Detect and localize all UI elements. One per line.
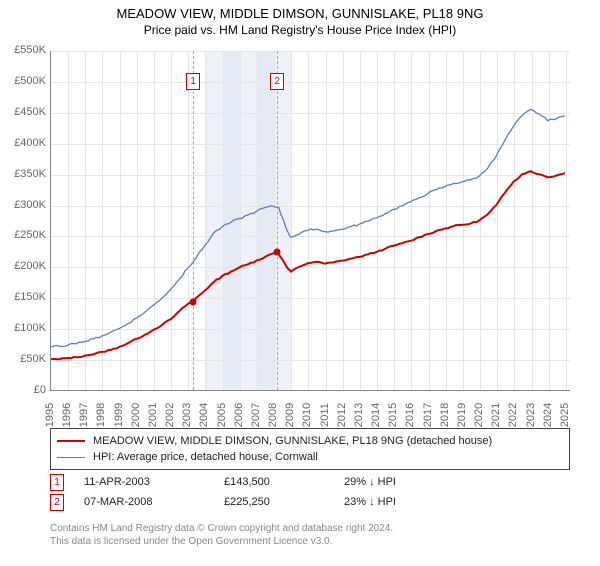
line-layer bbox=[51, 51, 570, 390]
sale-record-row: 1 11-APR-2003 £143,500 29% ↓ HPI bbox=[50, 472, 570, 492]
sale-date: 11-APR-2003 bbox=[84, 476, 224, 488]
sale-price: £143,500 bbox=[224, 476, 344, 488]
x-tick-label: 2015 bbox=[387, 400, 399, 430]
series-hpi bbox=[51, 110, 565, 347]
x-tick-label: 2004 bbox=[198, 400, 210, 430]
chart-container: MEADOW VIEW, MIDDLE DIMSON, GUNNISLAKE, … bbox=[0, 6, 600, 566]
x-tick-label: 1999 bbox=[113, 400, 125, 430]
x-tick-label: 2018 bbox=[439, 400, 451, 430]
y-tick-label: £450K bbox=[0, 106, 46, 118]
x-tick-label: 2019 bbox=[456, 400, 468, 430]
sale-hpi-diff: 23% ↓ HPI bbox=[344, 496, 464, 508]
legend-item: HPI: Average price, detached house, Corn… bbox=[57, 449, 563, 465]
x-tick-label: 1995 bbox=[44, 400, 56, 430]
sale-records: 1 11-APR-2003 £143,500 29% ↓ HPI 2 07-MA… bbox=[50, 472, 570, 512]
legend-swatch bbox=[57, 440, 85, 442]
sale-point bbox=[190, 299, 197, 306]
x-tick-label: 2024 bbox=[542, 400, 554, 430]
x-tick-label: 2022 bbox=[507, 400, 519, 430]
x-tick-label: 1997 bbox=[78, 400, 90, 430]
y-tick-label: £200K bbox=[0, 260, 46, 272]
y-tick-label: £0 bbox=[0, 384, 46, 396]
attribution-footer: Contains HM Land Registry data © Crown c… bbox=[50, 522, 393, 548]
x-tick-label: 2020 bbox=[473, 400, 485, 430]
legend: MEADOW VIEW, MIDDLE DIMSON, GUNNISLAKE, … bbox=[50, 428, 570, 470]
x-tick-label: 2001 bbox=[147, 400, 159, 430]
y-tick-label: £500K bbox=[0, 75, 46, 87]
sale-hpi-diff: 29% ↓ HPI bbox=[344, 476, 464, 488]
chart-title: MEADOW VIEW, MIDDLE DIMSON, GUNNISLAKE, … bbox=[0, 6, 600, 21]
x-tick-label: 2000 bbox=[130, 400, 142, 430]
sale-marker-badge: 1 bbox=[50, 474, 64, 491]
sale-date: 07-MAR-2008 bbox=[84, 496, 224, 508]
plot-area: 12 bbox=[50, 51, 570, 391]
y-tick-label: £550K bbox=[0, 44, 46, 56]
x-tick-label: 1998 bbox=[95, 400, 107, 430]
chart-subtitle: Price paid vs. HM Land Registry's House … bbox=[0, 23, 600, 37]
y-tick-label: £400K bbox=[0, 137, 46, 149]
y-tick-label: £350K bbox=[0, 168, 46, 180]
x-tick-label: 2017 bbox=[422, 400, 434, 430]
x-tick-label: 2011 bbox=[319, 400, 331, 430]
x-tick-label: 2013 bbox=[353, 400, 365, 430]
x-tick-label: 2021 bbox=[490, 400, 502, 430]
legend-label: MEADOW VIEW, MIDDLE DIMSON, GUNNISLAKE, … bbox=[93, 435, 492, 447]
x-tick-label: 2023 bbox=[525, 400, 537, 430]
legend-item: MEADOW VIEW, MIDDLE DIMSON, GUNNISLAKE, … bbox=[57, 433, 563, 449]
x-tick-label: 2014 bbox=[370, 400, 382, 430]
y-tick-label: £50K bbox=[0, 353, 46, 365]
x-tick-label: 2003 bbox=[181, 400, 193, 430]
chart-marker-badge: 1 bbox=[186, 73, 200, 90]
legend-label: HPI: Average price, detached house, Corn… bbox=[93, 451, 318, 463]
x-tick-label: 2002 bbox=[164, 400, 176, 430]
sale-record-row: 2 07-MAR-2008 £225,250 23% ↓ HPI bbox=[50, 492, 570, 512]
x-tick-label: 2009 bbox=[284, 400, 296, 430]
y-tick-label: £300K bbox=[0, 199, 46, 211]
footer-line: Contains HM Land Registry data © Crown c… bbox=[50, 522, 393, 535]
x-tick-label: 2025 bbox=[559, 400, 571, 430]
legend-swatch bbox=[57, 457, 85, 458]
x-tick-label: 2007 bbox=[250, 400, 262, 430]
y-tick-label: £250K bbox=[0, 229, 46, 241]
sale-price: £225,250 bbox=[224, 496, 344, 508]
footer-line: This data is licensed under the Open Gov… bbox=[50, 535, 393, 548]
x-tick-label: 2005 bbox=[216, 400, 228, 430]
sale-point bbox=[274, 248, 281, 255]
x-tick-label: 2012 bbox=[336, 400, 348, 430]
x-tick-label: 2008 bbox=[267, 400, 279, 430]
x-tick-label: 2016 bbox=[404, 400, 416, 430]
y-tick-label: £100K bbox=[0, 322, 46, 334]
sale-marker-badge: 2 bbox=[50, 494, 64, 511]
x-tick-label: 2010 bbox=[301, 400, 313, 430]
x-tick-label: 2006 bbox=[233, 400, 245, 430]
y-tick-label: £150K bbox=[0, 291, 46, 303]
x-tick-label: 1996 bbox=[61, 400, 73, 430]
chart-marker-badge: 2 bbox=[270, 73, 284, 90]
series-property bbox=[51, 171, 565, 359]
